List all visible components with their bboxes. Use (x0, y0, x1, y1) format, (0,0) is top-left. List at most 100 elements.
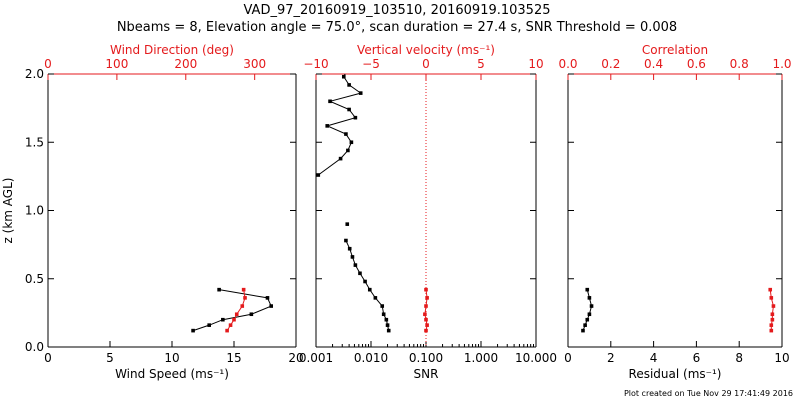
y-tick-label: 0.0 (25, 340, 44, 354)
data-point (581, 328, 585, 333)
bottom-tick-label: 0 (564, 351, 572, 365)
data-point (347, 83, 351, 87)
data-point (771, 304, 776, 308)
chart-title-line1: VAD_97_20160919_103510, 20160919.103525 (244, 3, 551, 18)
y-axis-title: z (km AGL) (1, 178, 15, 244)
data-point (386, 328, 391, 333)
data-point (358, 91, 363, 95)
data-point (381, 312, 386, 317)
data-point (423, 312, 427, 317)
data-point (217, 287, 221, 292)
bottom-tick-label: 8 (735, 351, 743, 365)
top-axis-title: Vertical velocity (ms⁻¹) (357, 43, 495, 57)
bottom-tick-label: 10 (164, 351, 179, 365)
panel-residual: 0 2 4 6 8 10 Residual (ms⁻¹) 0.0 0.2 0.4 0.6 0.8 1.0… (558, 43, 791, 381)
data-point (585, 287, 590, 292)
data-point (207, 323, 211, 327)
bottom-axis-title: Residual (ms⁻¹) (629, 367, 722, 381)
data-point (768, 287, 773, 292)
data-point (769, 296, 774, 300)
top-tick-label: 5 (477, 57, 485, 71)
top-tick-label: 0.8 (730, 57, 749, 71)
data-point (380, 304, 385, 308)
data-point (349, 140, 354, 145)
top-tick-label: 100 (105, 57, 128, 71)
data-point (243, 296, 247, 300)
bottom-axis-title: SNR (414, 367, 439, 381)
top-axis-title: Wind Direction (deg) (110, 43, 234, 57)
bottom-tick-label: 6 (693, 351, 701, 365)
data-point (769, 328, 774, 333)
bottom-tick-label: 0.001 (299, 351, 333, 365)
data-point (770, 312, 775, 317)
data-point (346, 67, 350, 71)
data-point (225, 328, 229, 333)
y-tick-label: 0.5 (25, 272, 44, 286)
data-point (241, 287, 246, 292)
bottom-tick-label: 1.000 (464, 351, 498, 365)
top-tick-label: −5 (362, 57, 380, 71)
data-point (587, 296, 592, 300)
bottom-tick-label: 0.010 (354, 351, 388, 365)
chart-title-line2: Nbeams = 8, Elevation angle = 75.0°, sca… (117, 20, 677, 35)
bottom-tick-label: 20 (288, 351, 303, 365)
top-tick-label: 0.0 (558, 57, 577, 71)
data-point (769, 323, 774, 327)
data-point (325, 124, 330, 128)
bottom-tick-label: 4 (650, 351, 658, 365)
data-layer (316, 59, 429, 333)
data-point (347, 107, 351, 112)
data-point (328, 99, 332, 104)
data-point (587, 312, 592, 317)
data-point (353, 263, 358, 267)
data-point (589, 304, 594, 308)
top-tick-label: 0.2 (601, 57, 620, 71)
data-point (337, 59, 341, 63)
data-point (240, 304, 245, 308)
top-tick-label: 0.6 (687, 57, 706, 71)
plot-footer: Plot created on Tue Nov 29 17:41:49 2016 (624, 389, 793, 398)
data-point (585, 317, 590, 322)
bottom-tick-label: 10 (774, 351, 789, 365)
data-point (345, 222, 350, 226)
data-point (344, 238, 348, 243)
top-tick-label: 0 (44, 57, 52, 71)
data-point (425, 296, 429, 300)
top-tick-label: 0.4 (644, 57, 663, 71)
data-point (269, 304, 273, 308)
data-point (424, 304, 428, 308)
top-tick-label: 200 (174, 57, 197, 71)
data-point (583, 323, 587, 327)
top-tick-label: 1.0 (772, 57, 791, 71)
bottom-tick-label: 15 (226, 351, 241, 365)
data-point (191, 328, 195, 333)
bottom-axis-title: Wind Speed (ms⁻¹) (115, 367, 229, 381)
data-point (316, 173, 321, 177)
data-point (344, 132, 348, 136)
data-point (265, 296, 270, 300)
data-point (385, 323, 390, 327)
top-tick-label: −10 (303, 57, 328, 71)
y-tick-label: 1.0 (25, 204, 44, 218)
bottom-tick-label: 10.000 (515, 351, 557, 365)
data-point (221, 317, 225, 322)
data-point (424, 328, 428, 333)
top-axis-title: Correlation (642, 43, 708, 57)
data-layer (191, 287, 273, 333)
data-point (341, 74, 346, 79)
bottom-tick-label: 0.100 (409, 351, 443, 365)
data-point (353, 115, 358, 120)
data-point (424, 287, 428, 292)
data-point (347, 246, 352, 251)
top-tick-label: 0 (422, 57, 430, 71)
bottom-tick-label: 2 (607, 351, 615, 365)
data-point (363, 279, 367, 284)
top-tick-label: 10 (528, 57, 543, 71)
bottom-tick-label: 5 (106, 351, 114, 365)
data-point (384, 317, 389, 322)
panel-snr: 0.001 0.010 0.100 1.000 10.000 SNR −10 −5 0 5 10 Ve… (299, 43, 557, 381)
data-point (770, 317, 775, 322)
data-point (346, 148, 350, 153)
data-point (249, 312, 254, 317)
